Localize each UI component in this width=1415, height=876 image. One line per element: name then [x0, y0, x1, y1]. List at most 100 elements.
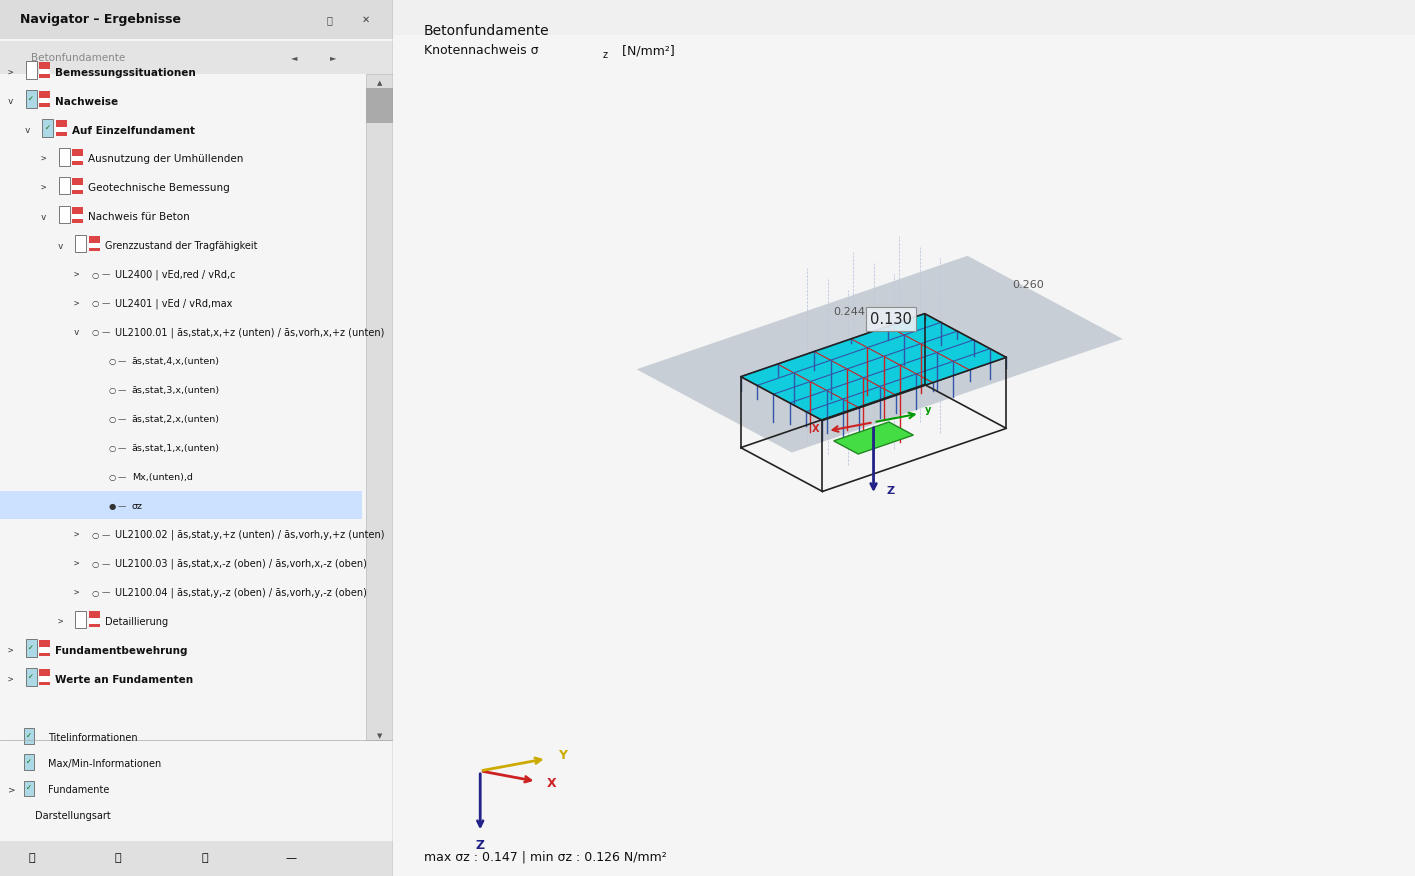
Text: v: v	[74, 328, 79, 337]
Text: ○: ○	[92, 560, 99, 569]
Polygon shape	[833, 422, 913, 454]
Text: Titelinformationen: Titelinformationen	[48, 732, 139, 743]
Text: Bemessungssituationen: Bemessungssituationen	[55, 67, 195, 78]
FancyBboxPatch shape	[40, 640, 51, 656]
Text: Nachweis für Beton: Nachweis für Beton	[88, 212, 190, 223]
Text: Geotechnische Bemessung: Geotechnische Bemessung	[88, 183, 229, 194]
Text: —: —	[102, 271, 110, 279]
Text: ○: ○	[92, 271, 99, 279]
FancyBboxPatch shape	[0, 0, 393, 39]
Text: ○: ○	[92, 328, 99, 337]
Text: —: —	[117, 502, 126, 511]
Text: Nachweise: Nachweise	[55, 96, 119, 107]
FancyBboxPatch shape	[40, 669, 51, 685]
Text: UL2100.02 | ās,stat,y,+z (unten) / ās,vorh,y,+z (unten): UL2100.02 | ās,stat,y,+z (unten) / ās,vo…	[115, 530, 385, 540]
Text: ✕: ✕	[362, 15, 371, 25]
Text: 🖼: 🖼	[28, 853, 35, 864]
FancyBboxPatch shape	[0, 491, 362, 519]
Text: —: —	[102, 560, 110, 569]
Text: >: >	[8, 675, 13, 684]
FancyBboxPatch shape	[89, 618, 100, 624]
Text: ✓: ✓	[28, 675, 34, 680]
Text: Mx,(unten),d: Mx,(unten),d	[132, 473, 192, 482]
Text: ās,stat,4,x,(unten): ās,stat,4,x,(unten)	[132, 357, 219, 366]
FancyBboxPatch shape	[72, 214, 83, 219]
Text: v: v	[58, 242, 62, 251]
FancyBboxPatch shape	[58, 206, 69, 223]
Text: Navigator – Ergebnisse: Navigator – Ergebnisse	[20, 13, 181, 25]
Text: —: —	[102, 300, 110, 308]
Text: —: —	[102, 589, 110, 597]
FancyBboxPatch shape	[72, 156, 83, 161]
FancyBboxPatch shape	[58, 177, 69, 194]
Text: ○: ○	[108, 473, 116, 482]
Text: Ausnutzung der Umhüllenden: Ausnutzung der Umhüllenden	[88, 154, 243, 165]
Text: UL2401 | vEd / vRd,max: UL2401 | vEd / vRd,max	[115, 299, 232, 309]
Text: —: —	[117, 386, 126, 395]
FancyBboxPatch shape	[366, 74, 393, 740]
Text: Y: Y	[558, 749, 567, 761]
Text: Knotennachweis σ: Knotennachweis σ	[424, 45, 539, 57]
Text: >: >	[8, 68, 13, 77]
FancyBboxPatch shape	[393, 0, 1415, 35]
Text: >: >	[74, 560, 79, 569]
Text: ✓: ✓	[28, 646, 34, 651]
Text: ◄: ◄	[291, 53, 297, 62]
Text: ✓: ✓	[28, 96, 34, 102]
FancyBboxPatch shape	[89, 611, 100, 627]
FancyBboxPatch shape	[40, 91, 51, 107]
Text: ○: ○	[108, 415, 116, 424]
FancyBboxPatch shape	[40, 69, 51, 74]
FancyBboxPatch shape	[55, 127, 67, 132]
FancyBboxPatch shape	[72, 185, 83, 190]
FancyBboxPatch shape	[0, 41, 393, 74]
FancyBboxPatch shape	[72, 178, 83, 194]
FancyBboxPatch shape	[89, 243, 100, 248]
Text: >: >	[74, 271, 79, 279]
Text: ās,stat,1,x,(unten): ās,stat,1,x,(unten)	[132, 444, 219, 453]
Text: >: >	[8, 786, 16, 795]
Text: ▼: ▼	[376, 733, 382, 738]
Text: >: >	[41, 184, 47, 193]
Text: ✓: ✓	[25, 759, 31, 765]
Text: 0.260: 0.260	[1013, 280, 1044, 290]
Text: v: v	[24, 126, 30, 135]
FancyBboxPatch shape	[75, 611, 86, 628]
FancyBboxPatch shape	[40, 647, 51, 653]
Text: Betonfundamente: Betonfundamente	[424, 24, 549, 38]
Text: ✓: ✓	[45, 125, 51, 131]
Text: ▲: ▲	[376, 81, 382, 86]
Text: UL2100.01 | ās,stat,x,+z (unten) / ās,vorh,x,+z (unten): UL2100.01 | ās,stat,x,+z (unten) / ās,vo…	[115, 328, 385, 338]
Text: UL2400 | vEd,red / vRd,c: UL2400 | vEd,red / vRd,c	[115, 270, 236, 280]
Text: —: —	[102, 328, 110, 337]
FancyBboxPatch shape	[24, 728, 34, 744]
FancyBboxPatch shape	[25, 639, 37, 657]
Text: Darstellungsart: Darstellungsart	[35, 811, 112, 822]
FancyBboxPatch shape	[24, 781, 34, 796]
Text: —: —	[286, 853, 297, 864]
Text: ○: ○	[92, 589, 99, 597]
Text: Grenzzustand der Tragfähigkeit: Grenzzustand der Tragfähigkeit	[105, 241, 258, 251]
FancyBboxPatch shape	[40, 62, 51, 78]
Text: ās,stat,2,x,(unten): ās,stat,2,x,(unten)	[132, 415, 219, 424]
FancyBboxPatch shape	[0, 841, 393, 876]
FancyBboxPatch shape	[366, 88, 393, 123]
Text: ○: ○	[92, 300, 99, 308]
Text: Auf Einzelfundament: Auf Einzelfundament	[72, 125, 195, 136]
Text: UL2100.04 | ās,stat,y,-z (oben) / ās,vorh,y,-z (oben): UL2100.04 | ās,stat,y,-z (oben) / ās,vor…	[115, 588, 366, 598]
Text: 🎥: 🎥	[201, 853, 208, 864]
Text: ○: ○	[108, 357, 116, 366]
Text: ○: ○	[108, 444, 116, 453]
Text: Detaillierung: Detaillierung	[105, 617, 168, 627]
FancyBboxPatch shape	[25, 61, 37, 79]
Text: X: X	[546, 777, 556, 789]
Text: ✓: ✓	[25, 786, 31, 791]
Text: ○: ○	[92, 531, 99, 540]
FancyBboxPatch shape	[25, 90, 37, 108]
Text: Fundamentbewehrung: Fundamentbewehrung	[55, 646, 188, 656]
FancyBboxPatch shape	[72, 207, 83, 223]
FancyBboxPatch shape	[24, 754, 34, 770]
Text: Betonfundamente: Betonfundamente	[31, 53, 126, 63]
Text: —: —	[117, 415, 126, 424]
Polygon shape	[740, 314, 1006, 420]
